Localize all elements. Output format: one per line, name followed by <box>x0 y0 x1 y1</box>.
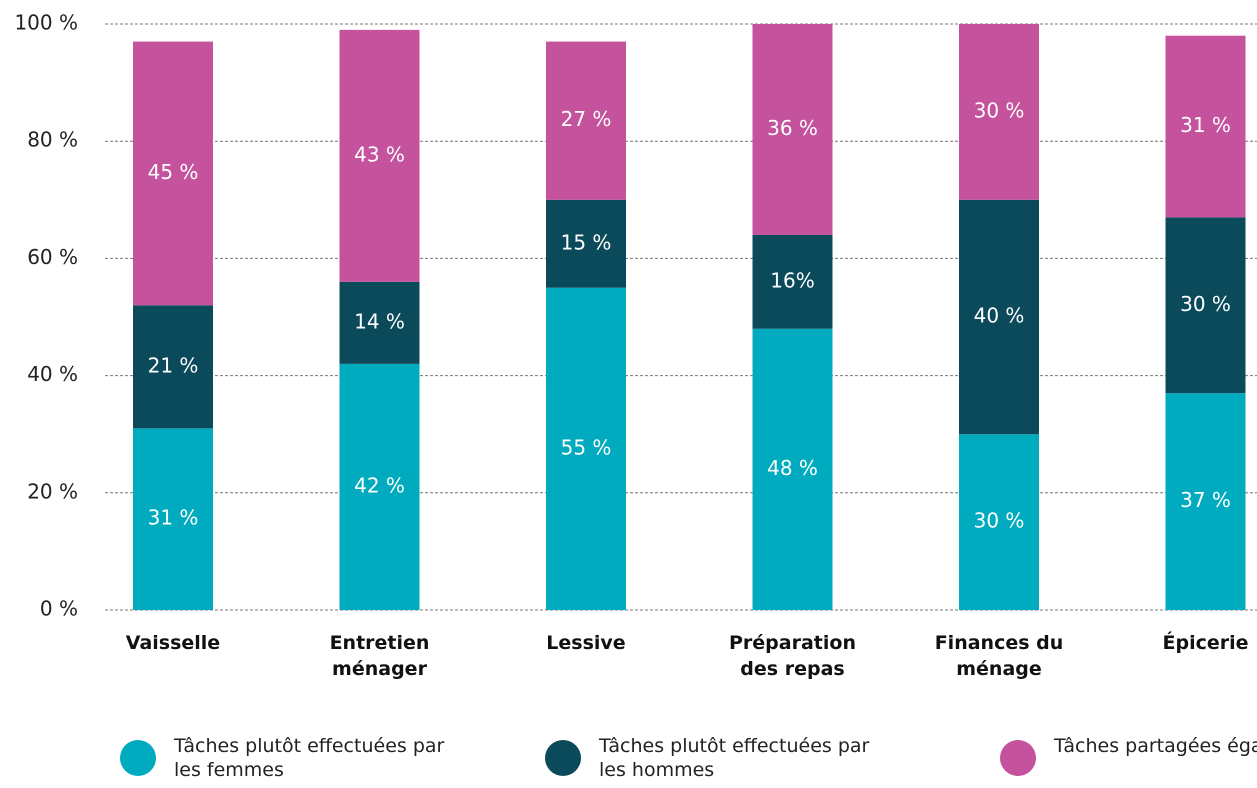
bar-segment <box>546 41 626 200</box>
x-tick-label: Préparation des repas <box>729 632 856 680</box>
legend-label: Tâches plutôt effectuées par les hommes <box>599 735 870 781</box>
bar-segment <box>546 199 626 288</box>
bar-segment <box>133 41 213 306</box>
data-label: 40 % <box>974 304 1025 328</box>
bar-segment <box>1165 393 1246 610</box>
bar-segment <box>1165 217 1246 394</box>
data-label: 42 % <box>354 473 405 497</box>
x-tick-label: Épicerie <box>1162 632 1249 654</box>
y-tick-label: 60 % <box>27 245 78 269</box>
bar-segment <box>959 199 1039 435</box>
data-label: 43 % <box>354 142 405 166</box>
bar-segment <box>752 234 833 329</box>
legend-swatch <box>1000 740 1036 776</box>
data-label: 30 % <box>974 98 1025 122</box>
bar-segment <box>546 287 626 610</box>
data-label: 27 % <box>561 107 612 131</box>
bar-segment <box>339 363 420 610</box>
bar-segment <box>1165 35 1246 218</box>
x-tick-label: Lessive <box>546 632 626 654</box>
legend-label: Tâches partagées également <box>1054 735 1257 757</box>
data-label: 30 % <box>974 509 1025 533</box>
bar-segment <box>959 24 1039 200</box>
data-label: 15 % <box>561 230 612 254</box>
x-tick-label: Finances du ménage <box>934 632 1064 680</box>
bar-segment <box>133 305 213 429</box>
y-tick-label: 0 % <box>40 597 78 621</box>
data-label: 37 % <box>1180 488 1231 512</box>
data-label: 31 % <box>1180 113 1231 137</box>
y-tick-label: 100 % <box>14 11 78 35</box>
data-label: 30 % <box>1180 292 1231 316</box>
data-label: 21 % <box>148 353 199 377</box>
data-label: 16% <box>770 268 814 292</box>
legend-swatch <box>545 740 581 776</box>
data-label: 45 % <box>148 160 199 184</box>
bar-segment <box>752 24 833 235</box>
bar-segment <box>959 434 1039 610</box>
y-tick-label: 40 % <box>27 362 78 386</box>
bar-segment <box>339 29 420 282</box>
legend-swatch <box>120 740 156 776</box>
data-label: 36 % <box>767 116 818 140</box>
data-label: 48 % <box>767 456 818 480</box>
data-label: 31 % <box>148 506 199 530</box>
bar-segment <box>752 328 833 610</box>
y-tick-label: 80 % <box>27 128 78 152</box>
bar-segment <box>339 281 420 364</box>
x-tick-label: Entretien ménager <box>329 632 430 680</box>
legend-label: Tâches plutôt effectuées par les femmes <box>174 735 445 781</box>
x-tick-label: Vaisselle <box>125 632 221 654</box>
data-label: 55 % <box>561 435 612 459</box>
bar-segment <box>133 428 213 610</box>
y-tick-label: 20 % <box>27 479 78 503</box>
data-label: 14 % <box>354 309 405 333</box>
